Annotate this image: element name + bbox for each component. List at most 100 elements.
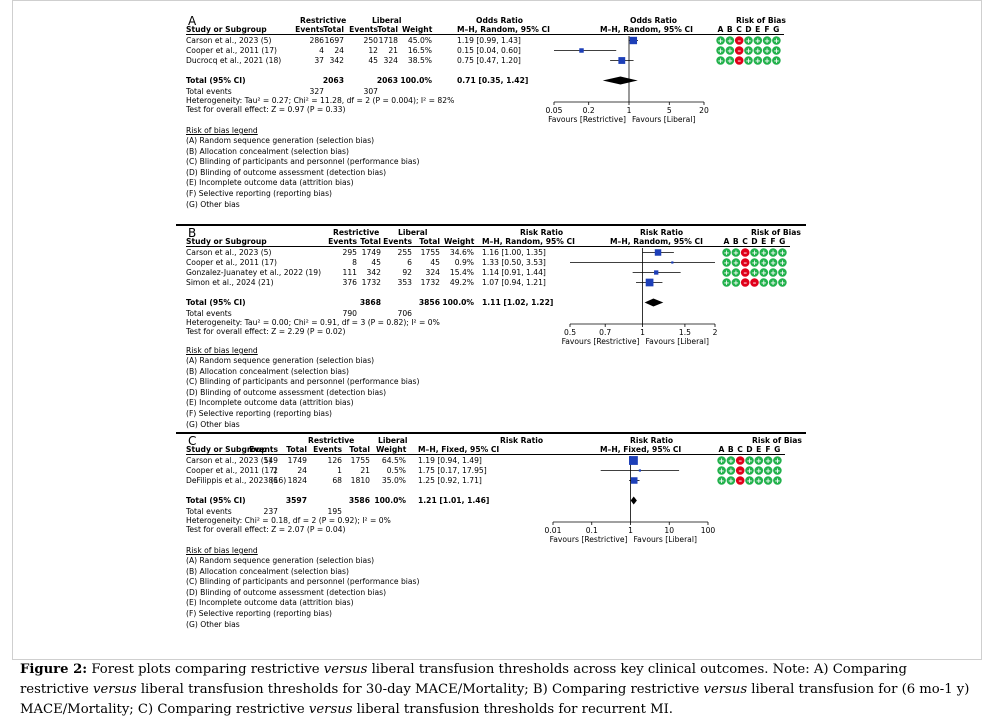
low-risk-symbol: +: [765, 467, 771, 475]
events2-cell: 353: [397, 278, 413, 287]
overall-effect-text: Test for overall effect: Z = 0.97 (P = 0…: [186, 105, 346, 114]
total1-cell: 1749: [287, 456, 307, 465]
low-risk-symbol: +: [718, 57, 724, 65]
group1-header: Restrictive: [308, 436, 355, 445]
weight-header: Weight: [402, 25, 433, 34]
study-name: Ducrocq et al., 2021 (18): [186, 56, 282, 65]
rob-dot: [744, 46, 753, 55]
events1-cell: 8: [352, 258, 357, 267]
weight-cell: 0.5%: [386, 466, 406, 475]
low-risk-symbol: +: [728, 457, 734, 465]
rob-dot: [731, 278, 741, 287]
study-estimate-marker: [631, 477, 638, 484]
total1-cell: 24: [334, 46, 344, 55]
total2-cell: 324: [425, 268, 441, 277]
total2-header: Total: [377, 25, 398, 34]
low-risk-symbol: +: [727, 57, 733, 65]
low-risk-symbol: +: [764, 37, 770, 45]
rob-letter-g: G: [774, 445, 781, 454]
rob-dot: [740, 258, 750, 267]
rob-dot: [734, 36, 744, 45]
weight-cell: 16.5%: [407, 46, 432, 55]
x-tick-label: 100: [701, 526, 716, 535]
effect-ci-cell: 1.19 [0.94, 1.49]: [418, 456, 482, 465]
events2-header: Events: [383, 237, 412, 246]
effect-header: Risk Ratio: [500, 436, 544, 445]
low-risk-symbol: +: [770, 259, 776, 267]
rob-dot: [772, 46, 781, 55]
study-column-header: Study or Subgroup: [186, 445, 267, 454]
plot-subheader: M–H, Random, 95% CI: [600, 25, 693, 34]
low-risk-symbol: +: [724, 249, 730, 257]
x-tick-label: 5: [667, 106, 672, 115]
effect-ci-cell: 1.16 [1.00, 1.35]: [482, 248, 546, 257]
rob-dot: [745, 456, 754, 465]
forest-plot-c: 0.01 0.1 1 10 100 Favours [Restrictive] Favour…: [545, 456, 716, 544]
rob-legend-item: (G) Other bias: [186, 199, 240, 209]
total1-cell: 1749: [361, 248, 381, 257]
rob-dot: [759, 248, 769, 257]
low-risk-symbol: +: [728, 477, 734, 485]
total-events2: 195: [327, 507, 343, 516]
rob-dot: [740, 248, 750, 257]
rob-letter-e: E: [761, 237, 767, 246]
effect-subheader: M–H, Random, 95% CI: [457, 25, 550, 34]
low-risk-symbol: +: [756, 457, 762, 465]
rob-dot: [763, 456, 773, 465]
events1-cell: 86: [268, 476, 278, 485]
total1-header: Total: [360, 237, 381, 246]
rob-dot: [768, 248, 778, 257]
rob-legend-title: Risk of bias legend: [186, 346, 258, 355]
rob-letter-c: C: [737, 445, 743, 454]
rob-letter-b: B: [732, 237, 739, 246]
x-tick-label: 2: [713, 328, 718, 337]
low-risk-symbol: +: [724, 269, 730, 277]
effect-ci-cell: 1.33 [0.50, 3.53]: [482, 258, 546, 267]
rob-dot: [731, 248, 741, 257]
rob-legend-item: (B) Allocation concealment (selection bi…: [186, 146, 349, 156]
weight-cell: 15.4%: [449, 268, 474, 277]
events1-header: Events: [328, 237, 357, 246]
caption-text-4: liberal transfusion for (6 mo-1 y) MACE/…: [20, 682, 970, 717]
total1-header: Total: [286, 445, 307, 454]
study-name: Carson et al., 2023 (5): [186, 456, 272, 465]
rob-dot: [763, 466, 773, 475]
heterogeneity-text: Heterogeneity: Chi² = 0.18, df = 2 (P = …: [186, 516, 391, 525]
x-tick-label: 1: [628, 526, 633, 535]
rob-dot: [725, 36, 735, 45]
plot-subheader: M–H, Fixed, 95% CI: [600, 445, 682, 454]
total-events-label: Total events: [186, 87, 232, 96]
rob-dot: [759, 278, 769, 287]
rob-header: Risk of Bias: [752, 436, 802, 445]
low-risk-symbol: +: [756, 467, 762, 475]
low-risk-symbol: +: [779, 279, 785, 287]
rob-letter-e: E: [756, 445, 762, 454]
effect-header: Odds Ratio: [476, 16, 523, 25]
group2-header: Liberal: [372, 16, 402, 25]
x-tick-label: 0.05: [546, 106, 563, 115]
x-tick-label: 0.01: [545, 526, 562, 535]
total-n1: 3868: [359, 298, 381, 307]
study-estimate-marker: [645, 278, 654, 287]
total-events2: 706: [397, 309, 413, 318]
effect-ci-cell: 1.19 [0.99, 1.43]: [457, 36, 521, 45]
rob-dot: [722, 248, 731, 257]
events1-cell: 37: [314, 56, 324, 65]
total-ci: 0.71 [0.35, 1.42]: [457, 76, 529, 85]
high-risk-symbol: –: [753, 279, 757, 287]
low-risk-symbol: +: [761, 249, 767, 257]
weight-cell: 49.2%: [449, 278, 474, 287]
events2-header: Events: [349, 25, 378, 34]
high-risk-symbol: –: [737, 57, 741, 65]
rob-legend-item: (F) Selective reporting (reporting bias): [186, 609, 332, 618]
forest-panel-a: A Restrictive Liberal Odds Ratio Odds Ratio R…: [0, 14, 986, 220]
rob-legend-item: (D) Blinding of outcome assessment (dete…: [186, 167, 387, 177]
rob-legend-item: (D) Blinding of outcome assessment (dete…: [186, 587, 387, 597]
favours-left-label: Favours [Restrictive]: [562, 337, 640, 346]
rob-letter-g: G: [773, 25, 780, 34]
weight-header: Weight: [444, 237, 475, 246]
low-risk-symbol: +: [779, 249, 785, 257]
rob-dot: [744, 56, 753, 65]
rob-dot: [716, 56, 725, 65]
rob-dot: [750, 248, 759, 257]
